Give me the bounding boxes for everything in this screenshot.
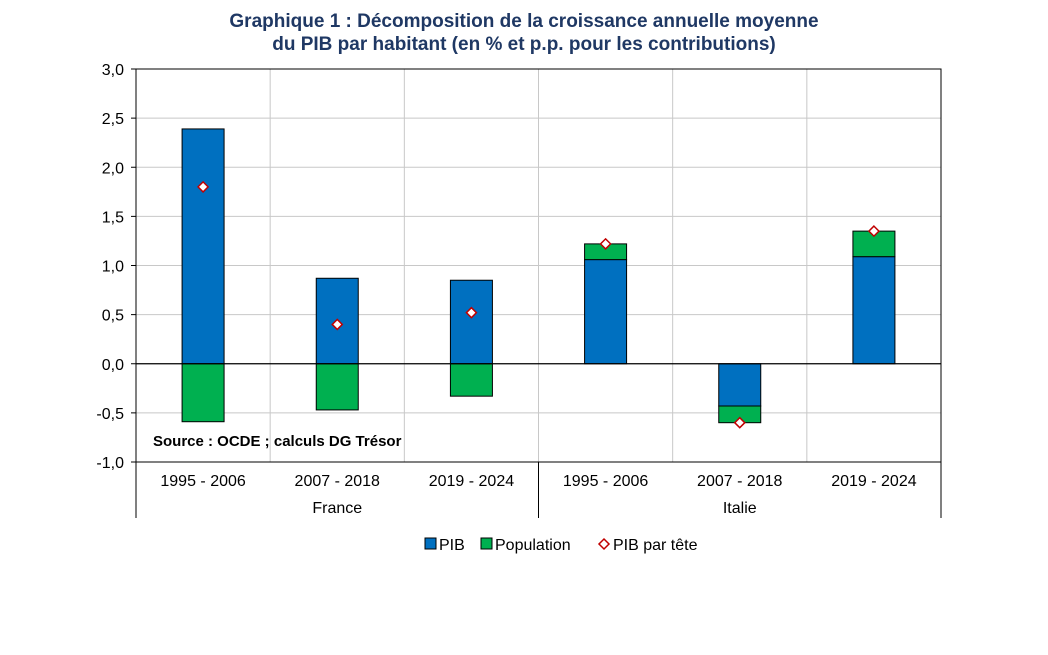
source-annotation: Source : OCDE ; calculs DG Trésor — [153, 433, 402, 450]
group-label: Italie — [723, 500, 757, 517]
x-tick-label: 1995 - 2006 — [160, 473, 246, 490]
y-tick-label: -1,0 — [96, 455, 124, 472]
x-tick-label: 2019 - 2024 — [429, 473, 515, 490]
legend-population-label: Population — [495, 537, 571, 554]
y-tick-label: -0,5 — [96, 406, 124, 423]
chart-title-line-2: du PIB par habitant (en % et p.p. pour l… — [272, 34, 776, 55]
legend-pib-swatch — [424, 537, 437, 550]
marker-pib-par-tete — [599, 237, 612, 250]
x-tick-label: 2007 - 2018 — [295, 473, 381, 490]
group-label: France — [312, 500, 362, 517]
marker-pib-par-tete — [867, 225, 880, 238]
y-tick-label: 0,0 — [102, 357, 124, 374]
bar-population — [315, 363, 359, 411]
y-tick-label: 1,5 — [102, 209, 124, 226]
y-tick-label: 1,0 — [102, 259, 124, 276]
marker-pib-par-tete — [197, 180, 210, 193]
legend-pib-par-tete-swatch — [597, 537, 611, 551]
bar-population — [181, 363, 225, 423]
legend-pib-label: PIB — [439, 537, 465, 554]
x-tick-label: 2007 - 2018 — [697, 473, 783, 490]
x-tick-label: 1995 - 2006 — [563, 473, 649, 490]
chart-title: Graphique 1 : Décomposition de la croiss… — [0, 10, 1048, 56]
bar-pib — [449, 279, 493, 365]
marker-pib-par-tete — [733, 416, 746, 429]
legend-population-swatch — [480, 537, 493, 550]
y-tick-label: 3,0 — [102, 62, 124, 79]
legend-pib-par-tete-label: PIB par tête — [613, 537, 698, 554]
marker-pib-par-tete — [331, 318, 344, 331]
y-tick-label: 2,0 — [102, 160, 124, 177]
bar-pib — [584, 259, 628, 365]
y-tick-label: 0,5 — [102, 308, 124, 325]
bar-pib — [181, 128, 225, 365]
y-tick-label: 2,5 — [102, 111, 124, 128]
chart-title-line-1: Graphique 1 : Décomposition de la croiss… — [229, 11, 819, 32]
x-tick-label: 2019 - 2024 — [831, 473, 917, 490]
bar-population — [449, 363, 493, 397]
marker-pib-par-tete — [465, 306, 478, 319]
bar-pib — [718, 363, 762, 407]
bar-pib — [852, 256, 896, 365]
